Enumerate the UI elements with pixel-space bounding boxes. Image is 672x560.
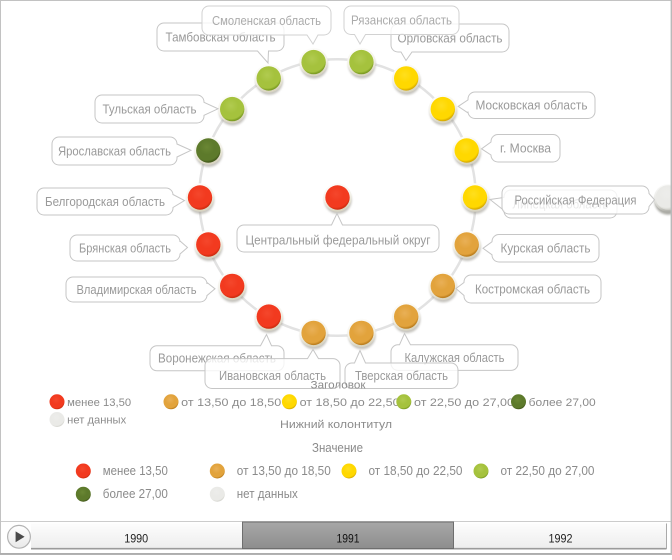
svg-text:более 27,00: более 27,00: [529, 397, 596, 409]
svg-text:от 18,50 до 22,50: от 18,50 до 22,50: [300, 397, 400, 409]
svg-text:1990: 1990: [124, 531, 148, 545]
svg-text:Рязанская область: Рязанская область: [351, 14, 452, 28]
svg-text:Курская область: Курская область: [501, 242, 591, 256]
svg-text:Брянская область: Брянская область: [79, 241, 171, 255]
svg-text:Ярославская область: Ярославская область: [58, 144, 171, 158]
svg-text:1992: 1992: [549, 531, 573, 545]
svg-text:Московская область: Московская область: [476, 99, 588, 113]
svg-text:Центральный федеральный округ: Центральный федеральный округ: [246, 234, 431, 248]
svg-text:нет данных: нет данных: [67, 414, 127, 426]
svg-text:Российская Федерация: Российская Федерация: [515, 193, 637, 207]
svg-text:Заголовок: Заголовок: [311, 380, 366, 392]
svg-text:от 22,50 до 27,00: от 22,50 до 27,00: [414, 397, 514, 409]
svg-text:Тульская область: Тульская область: [103, 102, 197, 116]
svg-text:Тверская область: Тверская область: [355, 369, 448, 383]
svg-text:менее 13,50: менее 13,50: [67, 397, 131, 409]
svg-text:Костромская область: Костромская область: [475, 282, 590, 296]
svg-text:менее 13,50: менее 13,50: [103, 464, 168, 478]
svg-text:от 22,50 до 27,00: от 22,50 до 27,00: [501, 464, 595, 478]
svg-text:Владимирская область: Владимирская область: [77, 283, 197, 297]
svg-text:1991: 1991: [337, 531, 360, 545]
svg-text:Смоленская область: Смоленская область: [212, 14, 321, 28]
svg-text:г. Москва: г. Москва: [500, 142, 551, 156]
svg-text:Нижний колонтитул: Нижний колонтитул: [280, 419, 392, 431]
svg-text:Белгородская область: Белгородская область: [45, 195, 165, 209]
svg-text:Значение: Значение: [312, 440, 363, 455]
svg-text:от 13,50 до 18,50: от 13,50 до 18,50: [237, 464, 331, 478]
svg-text:от 18,50 до 22,50: от 18,50 до 22,50: [369, 464, 463, 478]
svg-text:от 13,50 до 18,50: от 13,50 до 18,50: [181, 397, 281, 409]
svg-text:нет данных: нет данных: [237, 487, 299, 501]
svg-text:более 27,00: более 27,00: [103, 487, 168, 501]
